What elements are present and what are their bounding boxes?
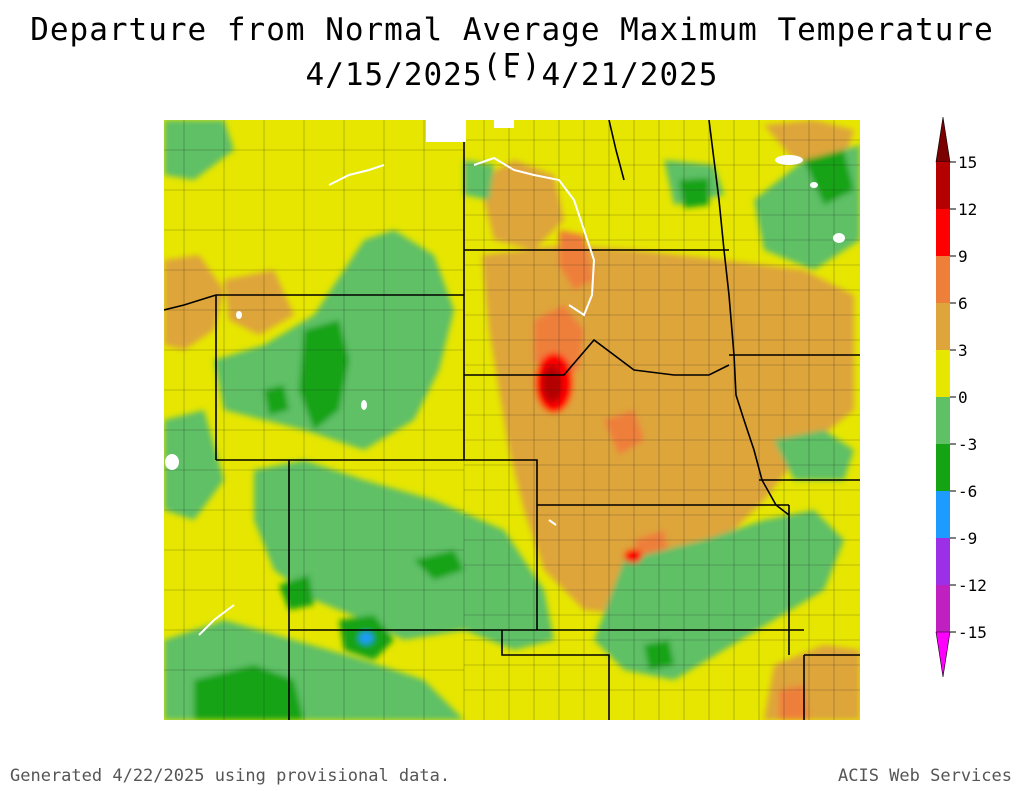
legend-bin [936, 397, 950, 444]
warm-spot-ne [764, 120, 854, 160]
generated-note: Generated 4/22/2025 using provisional da… [10, 766, 451, 786]
reservoir-2 [361, 400, 367, 410]
legend-tick-label: 6 [958, 294, 968, 313]
legend-bin [936, 350, 950, 397]
border-mo-ks [788, 505, 805, 720]
state-boundaries [164, 120, 860, 720]
cold-region-4 [194, 665, 304, 720]
hot-spot-red-2 [624, 549, 642, 563]
warm-region-north [479, 160, 564, 250]
county-lines [164, 120, 860, 720]
color-legend: 15 12 9 6 3 0 -3 -6 -9 -12 -15 [935, 116, 987, 678]
legend-bin [936, 491, 950, 538]
cool-region-southwest [254, 460, 554, 650]
cool-region-north [464, 160, 494, 200]
legend-tick-label: -3 [958, 435, 977, 454]
cold-region-5 [644, 640, 674, 670]
map-title: Departure from Normal Average Maximum Te… [30, 12, 994, 84]
anomaly-fields [164, 120, 860, 720]
legend-bin [936, 538, 950, 585]
border-ne-co [463, 375, 538, 505]
cold-region-6 [804, 150, 854, 205]
legend-bin [936, 162, 950, 209]
legend-bin [936, 444, 950, 491]
cool-region-nw [164, 120, 234, 180]
missouri-river-white [473, 156, 596, 317]
legend-bin [936, 585, 950, 632]
cool-region-east [774, 430, 854, 480]
legend-arrow-above [935, 116, 951, 163]
water-bodies [165, 120, 845, 470]
legend-tick-label: -15 [958, 623, 987, 642]
cold-region-9 [279, 575, 314, 610]
legend-tick-label: -9 [958, 529, 977, 548]
legend-arrow-below [935, 631, 951, 678]
lake-1 [775, 155, 803, 165]
lake-3 [810, 182, 818, 188]
river-sw [198, 604, 235, 636]
lake-2 [833, 233, 845, 243]
cold-region-8 [414, 550, 464, 580]
credit-label: ACIS Web Services [838, 766, 1012, 786]
cold-region-2 [264, 385, 289, 415]
cold-region-1 [299, 320, 349, 430]
legend-bin [936, 209, 950, 256]
no-data-north-2 [494, 120, 514, 128]
legend-tick-label: 0 [958, 388, 968, 407]
no-data-north [426, 120, 466, 142]
hot-region-2 [604, 410, 644, 455]
cool-region-southeast [594, 510, 844, 680]
hot-region-5 [779, 685, 809, 720]
legend-tick-label: 3 [958, 341, 968, 360]
idaho-border [164, 294, 217, 311]
hot-region-3 [559, 230, 594, 290]
border-sd-ne [464, 338, 730, 376]
legend-tick-label: -12 [958, 576, 987, 595]
legend-tick-label: -6 [958, 482, 977, 501]
river-north [328, 164, 385, 186]
cool-region-sw-edge [164, 410, 224, 520]
legend-tick-label: 15 [958, 153, 977, 172]
red-river [608, 120, 625, 181]
border-ok-panhandle [501, 630, 610, 720]
reservoir-3 [236, 311, 242, 319]
legend-tick-label: 12 [958, 200, 977, 219]
legend-tick-label: 9 [958, 247, 968, 266]
warm-spot-west [224, 270, 294, 335]
temperature-departure-map [164, 120, 860, 720]
river-north-2 [548, 519, 557, 526]
cold-region-7 [679, 178, 709, 208]
legend-bin [936, 303, 950, 350]
missouri-river [708, 120, 790, 516]
legend-bin [936, 256, 950, 303]
reservoir-1 [165, 454, 179, 470]
very-cold-spot [359, 632, 373, 644]
river-lines [198, 156, 596, 636]
date-range: 4/15/2025 - 4/21/2025 [305, 57, 719, 93]
